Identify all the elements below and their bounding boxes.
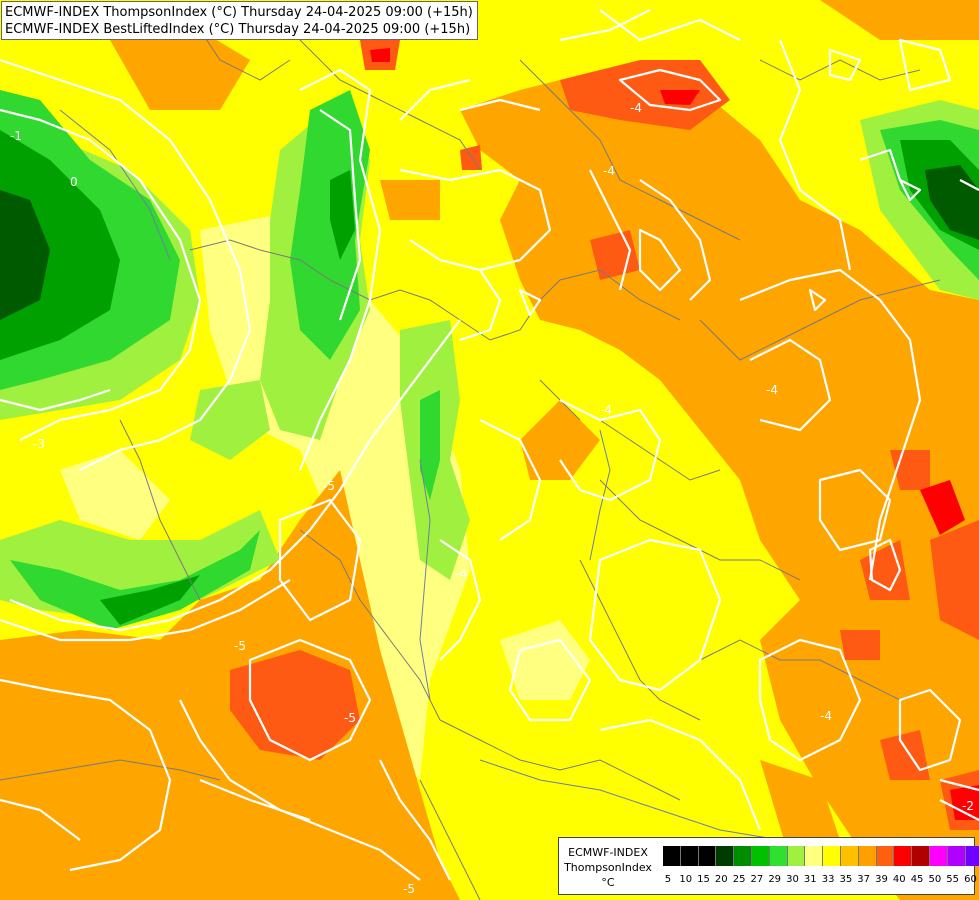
legend-tick-label: 29: [768, 874, 782, 885]
color-legend: ECMWF-INDEX ThompsonIndex °C 5 10 15 20 25 27…: [558, 837, 979, 895]
legend-tick-label: 27: [750, 874, 764, 885]
legend-swatch: [663, 846, 681, 866]
contour-label: -4: [766, 383, 778, 397]
contour-label: -4: [630, 101, 642, 115]
legend-swatch: [769, 846, 788, 866]
contour-label: -2: [962, 799, 974, 813]
field-red: [370, 48, 979, 820]
contour-label: -5: [234, 639, 246, 653]
lifted-index-contours: [0, 9, 979, 881]
legend-swatch: [698, 846, 717, 866]
legend-swatch: [965, 846, 979, 866]
legend-tick-label: 40: [892, 874, 906, 885]
legend-swatch: [805, 846, 824, 866]
legend-title: ECMWF-INDEX ThompsonIndex °C: [561, 845, 655, 890]
contour-label: -4: [455, 567, 467, 581]
legend-tick-label: 35: [839, 874, 853, 885]
legend-tick-label: 55: [946, 874, 960, 885]
legend-swatch: [876, 846, 895, 866]
legend-swatch: [823, 846, 841, 866]
legend-tick-label: 60: [964, 874, 977, 885]
contour-label: -1: [10, 129, 22, 143]
title-best-lifted-index: ECMWF-INDEX BestLiftedIndex (°C) Thursda…: [5, 22, 471, 37]
legend-tick-label: 37: [857, 874, 871, 885]
map-title-box: ECMWF-INDEX ThompsonIndex (°C) Thursday …: [1, 1, 478, 40]
legend-unit: °C: [601, 876, 615, 889]
legend-tick-label: 15: [697, 874, 710, 885]
contour-labels: -4 -4 -4 -4 -5 -5 -5 -5 -4 -4 -3 -2 -1 0: [10, 101, 974, 896]
title-thompson-index: ECMWF-INDEX ThompsonIndex (°C) Thursday …: [5, 5, 473, 20]
legend-swatch: [680, 846, 699, 866]
legend-swatches: [663, 846, 979, 866]
country-borders: [0, 29, 941, 900]
legend-tick-label: 45: [910, 874, 924, 885]
legend-parameter: ThompsonIndex: [564, 861, 652, 874]
legend-tick-label: 20: [714, 874, 728, 885]
contour-label: -4: [820, 709, 832, 723]
legend-tick-label: 10: [679, 874, 693, 885]
legend-tick-label: 31: [803, 874, 817, 885]
contour-label: -4: [600, 403, 612, 417]
contour-label: -5: [344, 711, 356, 725]
contour-label: -4: [603, 164, 615, 178]
contour-label: -3: [33, 437, 45, 451]
legend-swatch: [787, 846, 806, 866]
legend-swatch: [947, 846, 966, 866]
legend-swatch: [894, 846, 913, 866]
legend-swatch: [840, 846, 859, 866]
legend-tick-label: 50: [928, 874, 942, 885]
legend-swatch: [858, 846, 877, 866]
contour-label: -5: [403, 882, 415, 896]
contour-label: -5: [323, 479, 335, 493]
legend-swatch: [912, 846, 930, 866]
legend-tick-label: 30: [786, 874, 799, 885]
legend-tick-label: 39: [875, 874, 888, 885]
legend-swatch: [716, 846, 735, 866]
legend-swatch: [734, 846, 752, 866]
legend-tick-label: 33: [821, 874, 835, 885]
legend-model: ECMWF-INDEX: [568, 846, 648, 859]
legend-swatch: [929, 846, 948, 866]
contour-label: 0: [70, 175, 78, 189]
legend-tick-label: 25: [732, 874, 746, 885]
legend-tick-label: 5: [664, 874, 672, 885]
rivers: [59, 109, 781, 841]
legend-ticks: 5 10 15 20 25 27 29 30 31 33 35 37 39 40 45 50 55 60: [659, 874, 979, 885]
legend-swatch: [751, 846, 770, 866]
